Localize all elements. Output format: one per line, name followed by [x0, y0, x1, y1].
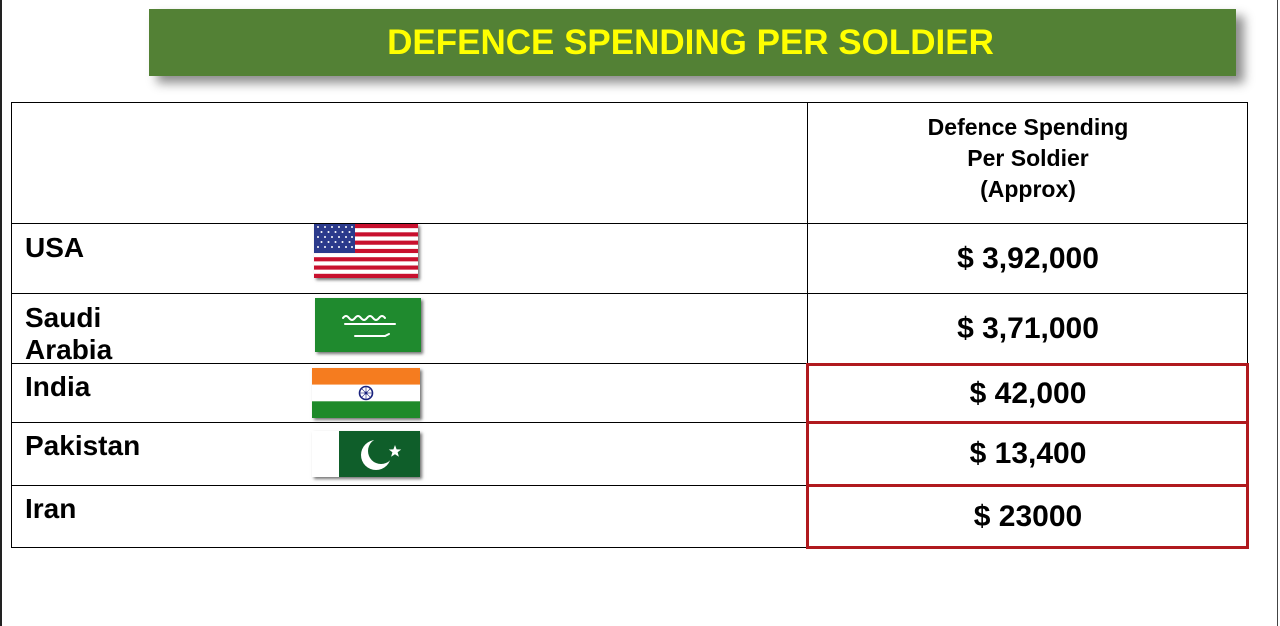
table-row-value: $ 3,71,000	[957, 312, 1099, 345]
india-flag	[312, 368, 420, 418]
header-line-1: Defence Spending	[927, 114, 1129, 140]
table-row-value: $ 13,400	[969, 437, 1087, 470]
frame-border-right	[1277, 0, 1278, 626]
row-divider	[11, 293, 1248, 294]
india-flag-icon	[312, 368, 420, 418]
table-row-country: USA	[25, 232, 85, 263]
table-row-country: Pakistan	[25, 430, 141, 461]
frame-border-left	[0, 0, 2, 626]
table-row-country: Saudi Arabia	[25, 302, 113, 365]
table-row-value: $ 23000	[973, 500, 1083, 533]
saudi-arabia-flag-icon	[315, 298, 421, 352]
row-divider	[11, 485, 808, 486]
table-border-right	[1247, 102, 1248, 364]
table-border-bottom	[11, 547, 808, 548]
pakistan-flag-icon	[312, 431, 420, 477]
table-border-left	[11, 102, 12, 548]
usa-flag	[314, 224, 418, 278]
table-border-top	[11, 102, 1248, 103]
title-banner: DEFENCE SPENDING PER SOLDIER	[149, 9, 1236, 76]
page-title: DEFENCE SPENDING PER SOLDIER	[387, 22, 994, 62]
column-divider	[807, 102, 808, 364]
usa-flag-icon	[314, 224, 418, 278]
pakistan-flag	[312, 431, 420, 477]
table-row-value: $ 42,000	[969, 377, 1087, 410]
header-line-2: Per Soldier	[967, 145, 1089, 171]
header-line-3: (Approx)	[980, 176, 1076, 202]
row-divider	[11, 223, 1248, 224]
table-row-country: India	[25, 371, 91, 402]
column-header-spending: Defence Spending Per Soldier (Approx)	[808, 112, 1248, 205]
row-divider	[11, 422, 808, 423]
highlight-box-iran	[806, 484, 1249, 549]
row-divider	[11, 363, 808, 364]
table-row-country: Iran	[25, 493, 77, 524]
saudi-arabia-flag	[315, 298, 421, 352]
table-row-value: $ 3,92,000	[957, 242, 1099, 275]
